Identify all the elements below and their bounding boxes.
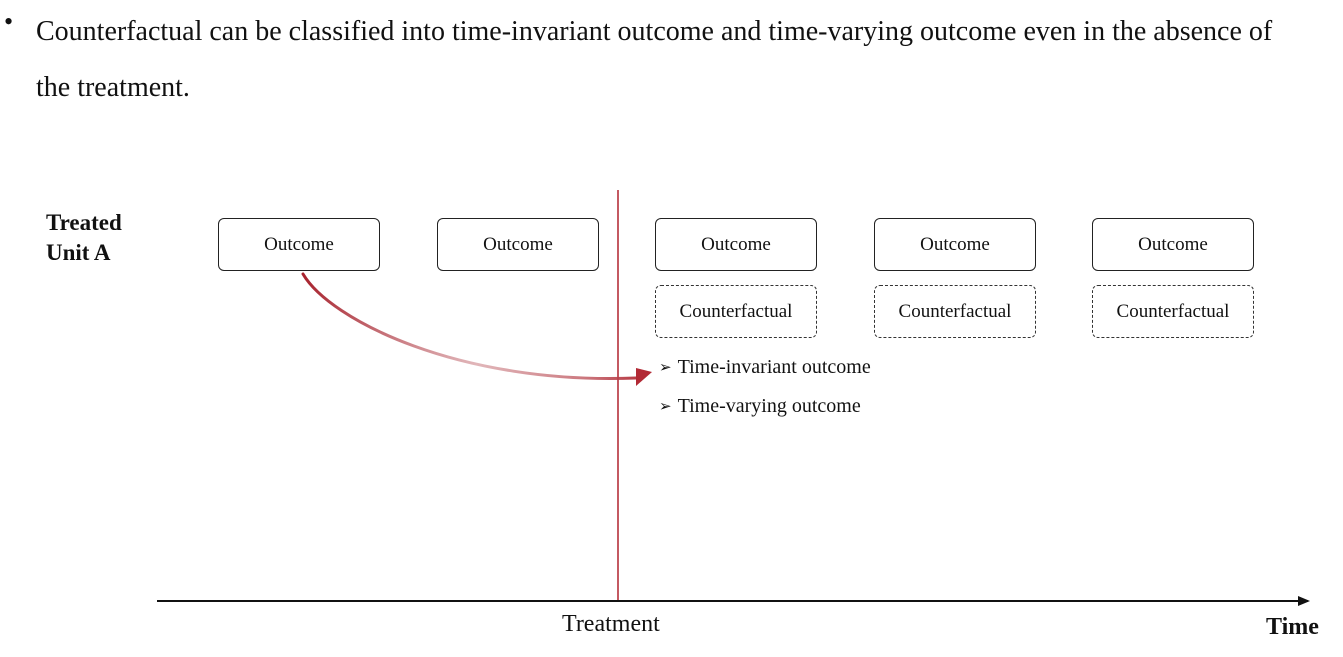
time-axis-label: Time	[1266, 614, 1319, 640]
counterfactual-curve-arrow	[301, 272, 638, 381]
outcome-box: Outcome	[1092, 218, 1254, 271]
outcome-box: Outcome	[655, 218, 817, 271]
row-label-line1: Treated	[46, 210, 122, 235]
sub-item-label: Time-varying outcome	[677, 395, 861, 417]
sub-item-label: Time-invariant outcome	[677, 356, 871, 378]
outcome-box: Outcome	[874, 218, 1036, 271]
bullet-marker: •	[4, 7, 14, 36]
counterfactual-box: Counterfactual	[655, 285, 817, 338]
row-label-line2: Unit A	[46, 240, 111, 265]
arrow-bullet-icon: ➢	[659, 397, 672, 415]
treatment-label: Treatment	[562, 611, 660, 637]
sub-item-time-invariant: ➢ Time-invariant outcome	[659, 355, 871, 379]
sub-item-time-varying: ➢ Time-varying outcome	[659, 394, 861, 418]
row-label: Treated Unit A	[46, 208, 122, 268]
arrow-bullet-icon: ➢	[659, 358, 672, 376]
counterfactual-box: Counterfactual	[874, 285, 1036, 338]
curve-arrowhead	[636, 368, 652, 386]
outcome-box: Outcome	[437, 218, 599, 271]
counterfactual-box: Counterfactual	[1092, 285, 1254, 338]
outcome-box: Outcome	[218, 218, 380, 271]
bullet-text: Counterfactual can be classified into ti…	[36, 16, 1273, 103]
